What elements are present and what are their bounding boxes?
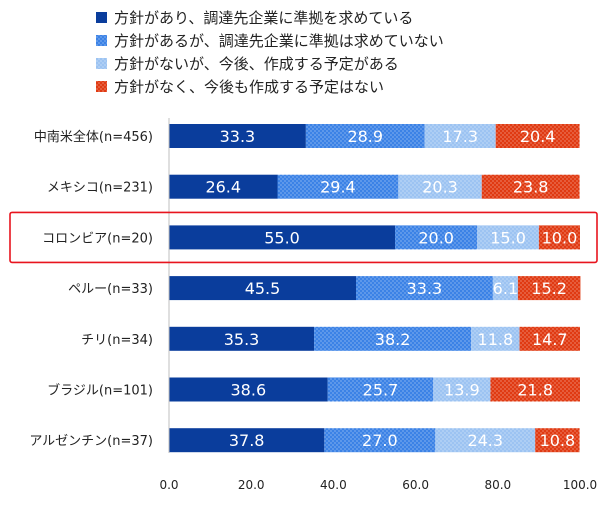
data-label: 35.3 — [224, 330, 260, 349]
data-label: 38.2 — [375, 330, 411, 349]
bar-segment-series-4 — [495, 124, 580, 148]
data-label: 27.0 — [362, 431, 398, 450]
data-label: 17.3 — [442, 127, 478, 146]
data-label: 15.2 — [531, 279, 567, 298]
bar-segment-series-2 — [314, 326, 472, 351]
data-label: 45.5 — [245, 279, 281, 298]
category-label: メキシコ(n=231) — [47, 181, 153, 196]
data-label: 11.8 — [478, 330, 514, 349]
data-label: 29.4 — [320, 178, 356, 197]
bar-segment-series-4 — [538, 225, 580, 250]
data-label: 28.9 — [347, 127, 383, 146]
legend-swatch-series-1 — [96, 12, 107, 23]
bar-segment-series-4 — [481, 174, 580, 199]
bar-segment-series-1 — [169, 225, 396, 250]
data-label: 6.1 — [493, 279, 518, 298]
category-label: ペルー(n=33) — [68, 282, 153, 297]
data-label: 33.3 — [220, 127, 256, 146]
legend-swatch-series-2 — [96, 35, 107, 46]
bar-segment-series-2 — [356, 276, 493, 301]
data-label: 33.3 — [407, 279, 443, 298]
data-label: 10.0 — [542, 228, 578, 247]
data-label: 23.8 — [513, 178, 549, 197]
category-label: 中南米全体(n=456) — [34, 129, 153, 145]
bar-segment-series-2 — [277, 174, 399, 199]
bar-segment-series-4 — [517, 276, 581, 301]
x-axis: 0.0 20.0 40.0 60.0 80.0 100.0 — [159, 118, 597, 492]
x-tick-label: 40.0 — [320, 478, 347, 492]
bar-segment-series-2 — [305, 124, 425, 148]
bar-segment-series-3 — [471, 326, 520, 351]
bar-segment-series-3 — [424, 124, 496, 148]
bar-segment-series-2 — [395, 225, 478, 250]
bar-segment-series-1 — [169, 326, 315, 351]
data-label: 25.7 — [363, 381, 399, 400]
data-label: 26.4 — [205, 178, 241, 197]
data-label: 20.0 — [418, 228, 454, 247]
category-labels: 中南米全体(n=456) メキシコ(n=231) コロンビア(n=20) ペルー(n=… — [29, 129, 153, 449]
bar-segment-series-3 — [398, 174, 482, 199]
bar-segment-series-1 — [169, 428, 325, 453]
bar-segment-series-2 — [327, 377, 434, 402]
category-label: ブラジル(n=101) — [47, 383, 153, 399]
x-tick-label: 80.0 — [484, 478, 511, 492]
category-label: アルゼンチン(n=37) — [29, 434, 153, 449]
data-label: 10.8 — [540, 431, 576, 450]
x-tick-label: 60.0 — [402, 478, 429, 492]
bar-segment-series-3 — [492, 276, 518, 301]
legend: 方針があり、調達先企業に準拠を求めている方針があるが、調達先企業に準拠は求めてい… — [96, 9, 444, 96]
bar-segment-series-2 — [324, 428, 436, 453]
legend-swatch-series-4 — [96, 81, 107, 92]
data-label: 20.4 — [520, 127, 556, 146]
data-label: 13.9 — [444, 381, 480, 400]
legend-label-series-3: 方針がないが、今後、作成する予定がある — [114, 55, 399, 73]
category-label: コロンビア(n=20) — [42, 231, 153, 246]
category-label: チリ(n=34) — [81, 333, 153, 348]
data-label: 37.8 — [229, 431, 265, 450]
data-label: 21.8 — [517, 381, 553, 400]
bar-segment-series-3 — [435, 428, 536, 453]
data-label: 38.6 — [231, 381, 267, 400]
bar-segment-series-4 — [535, 428, 580, 453]
x-tick-label: 0.0 — [159, 478, 178, 492]
legend-label-series-2: 方針があるが、調達先企業に準拠は求めていない — [114, 32, 444, 50]
data-label: 55.0 — [264, 228, 300, 247]
legend-label-series-1: 方針があり、調達先企業に準拠を求めている — [114, 9, 413, 27]
bar-segment-series-3 — [433, 377, 491, 402]
x-tick-label: 20.0 — [238, 478, 265, 492]
bar-segment-series-3 — [477, 225, 539, 250]
bar-segment-series-1 — [169, 124, 306, 148]
x-tick-label: 100.0 — [563, 478, 597, 492]
highlight-box — [9, 211, 598, 264]
data-label: 14.7 — [532, 330, 568, 349]
data-label: 15.0 — [490, 228, 526, 247]
bar-segment-series-1 — [169, 276, 357, 301]
data-label: 20.3 — [422, 178, 458, 197]
bar-segment-series-1 — [169, 377, 328, 402]
highlight-box-outline — [9, 211, 598, 264]
bar-segment-series-4 — [490, 377, 580, 402]
legend-label-series-4: 方針がなく、今後も作成する予定はない — [114, 78, 384, 96]
bar-segment-series-4 — [519, 326, 580, 351]
bars: 33.3 28.9 17.3 20.4 26.4 29.4 20.3 23.8 55.0 20.0… — [169, 124, 581, 453]
data-label: 24.3 — [467, 431, 503, 450]
bar-segment-series-1 — [169, 174, 278, 199]
legend-swatch-series-3 — [96, 58, 107, 69]
